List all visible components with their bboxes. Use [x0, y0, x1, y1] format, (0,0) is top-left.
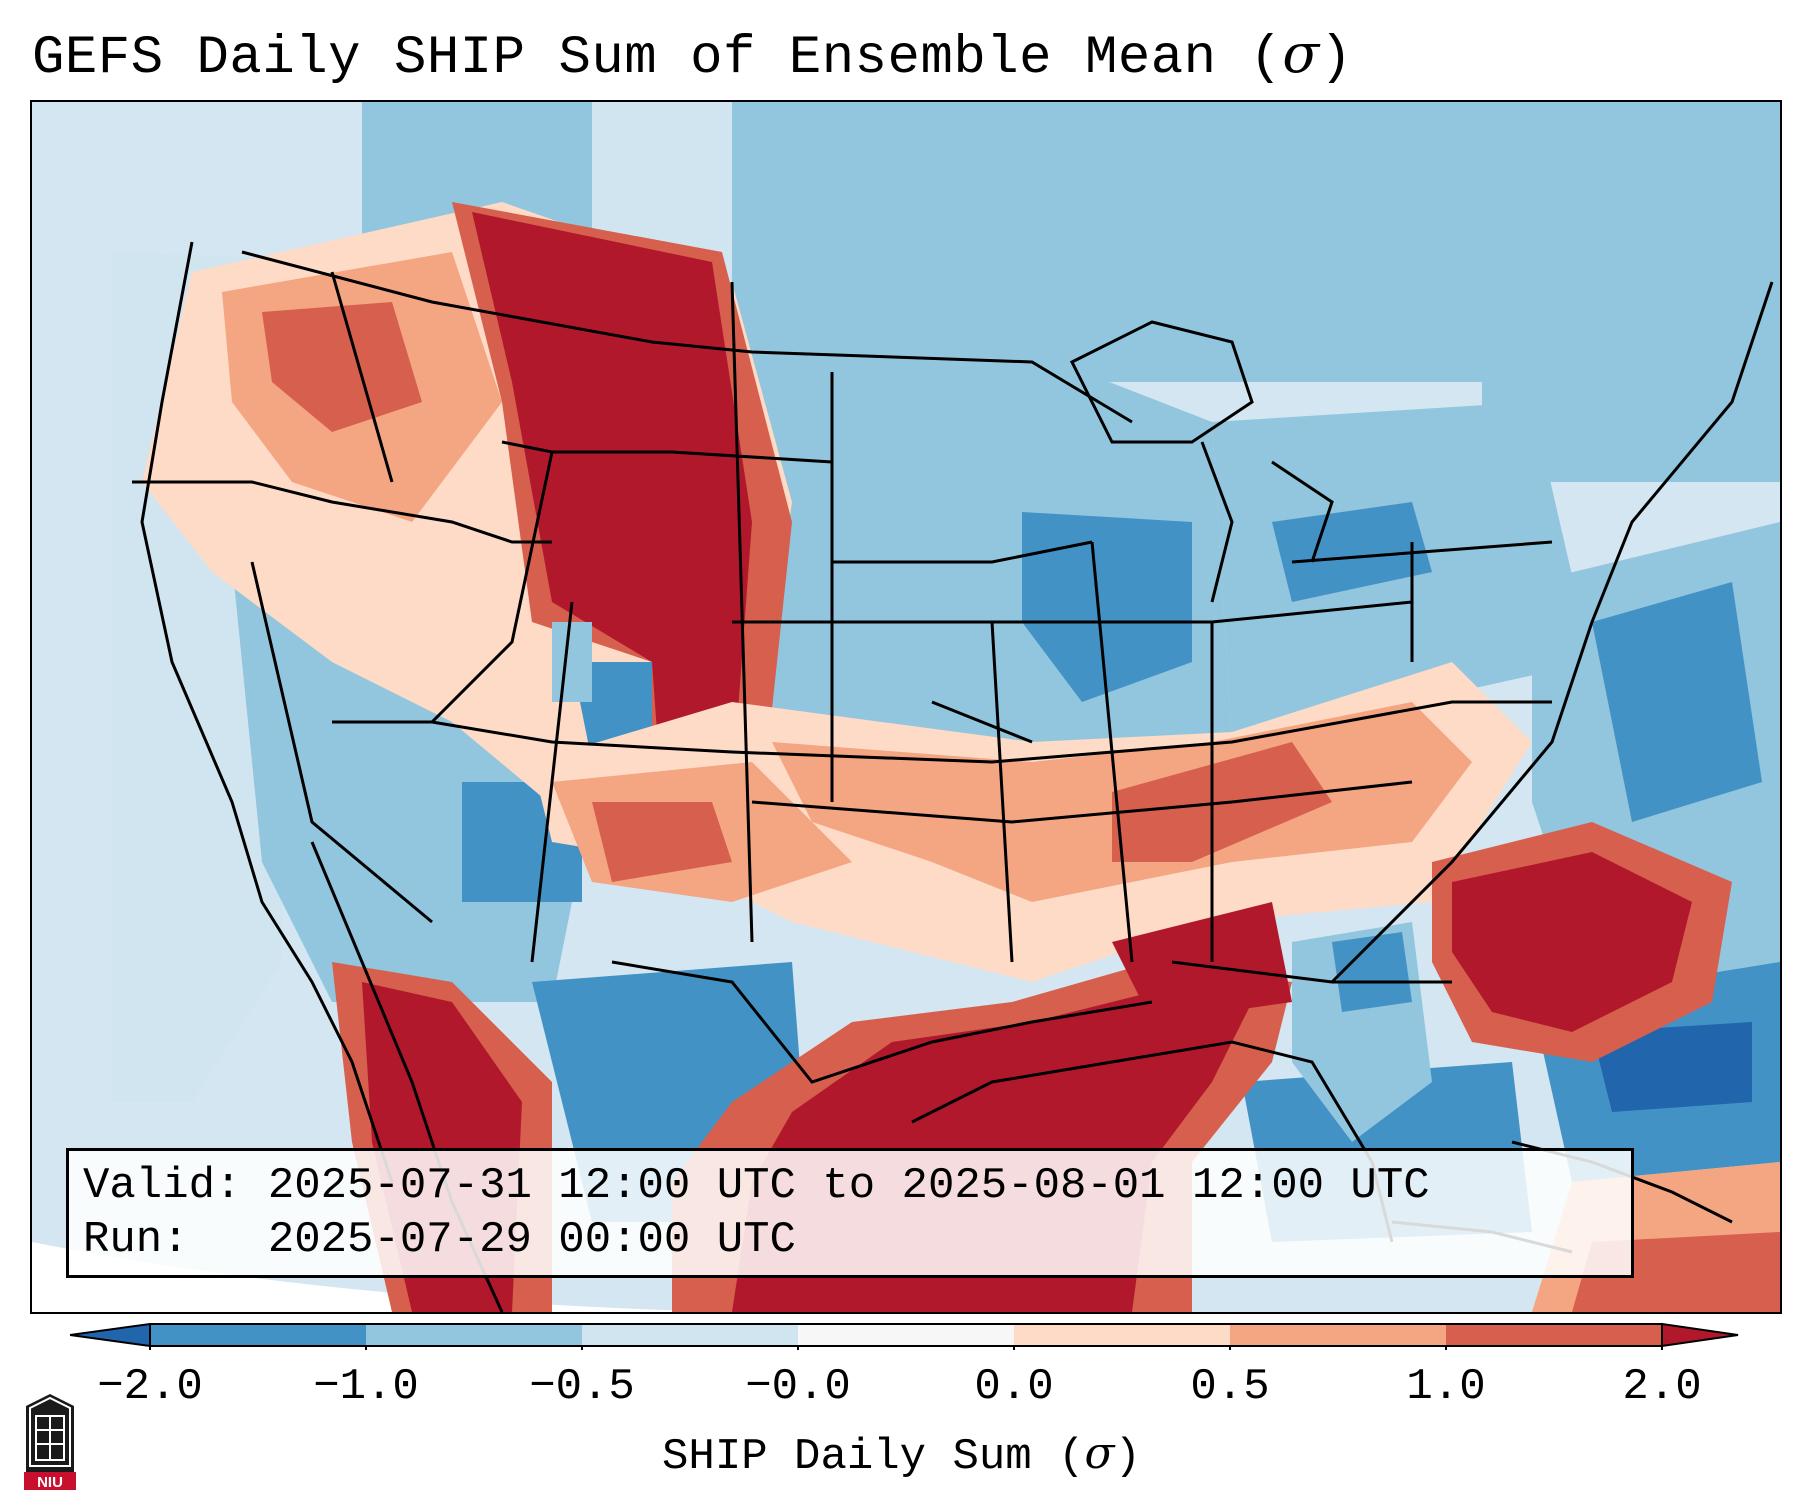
- valid-label: Valid:: [83, 1161, 242, 1211]
- rockies-high: [472, 212, 752, 802]
- colorbar-over-arrow: [1661, 1322, 1739, 1348]
- colorbar-segment: [1446, 1324, 1662, 1346]
- atlantic-high: [1452, 852, 1692, 1032]
- colorbar-under-arrow: [70, 1322, 151, 1348]
- svg-text:NIU: NIU: [37, 1474, 63, 1491]
- map-title: GEFS Daily SHIP Sum of Ensemble Mean (σ): [32, 22, 1353, 89]
- colorbar-tick-label: 0.0: [974, 1362, 1054, 1412]
- colorbar-tick-label: −0.0: [745, 1362, 851, 1412]
- projection-edge: [32, 1242, 732, 1312]
- colorbar-segment: [150, 1324, 366, 1346]
- colorbar-tick-label: −2.0: [97, 1362, 203, 1412]
- colorbar-segment: [366, 1324, 582, 1346]
- colorbar-segment: [1014, 1324, 1230, 1346]
- run-label: Run:: [83, 1215, 189, 1265]
- colorbar-tick-label: −1.0: [313, 1362, 419, 1412]
- colorbar-tick-label: 1.0: [1406, 1362, 1486, 1412]
- colorbar-tick-label: 2.0: [1622, 1362, 1702, 1412]
- colorbar-segment: [798, 1324, 1014, 1346]
- run-value: 2025-07-29 00:00 UTC: [267, 1215, 796, 1265]
- niu-logo-icon: NIU: [24, 1394, 76, 1491]
- colorbar-tick-label: −0.5: [529, 1362, 635, 1412]
- colorbar: [70, 1322, 1739, 1350]
- colorbar-segment: [582, 1324, 798, 1346]
- colorbar-title: SHIP Daily Sum (σ): [662, 1428, 1141, 1482]
- valid-value: 2025-07-31 12:00 UTC to 2025-08-01 12:00…: [267, 1161, 1430, 1211]
- ship-anomaly-map: [32, 102, 1780, 1312]
- political-boundaries: [132, 250, 1553, 1084]
- midwest-low: [1022, 512, 1192, 702]
- colorbar-tick-label: 0.5: [1190, 1362, 1270, 1412]
- validity-info-box: Valid: 2025-07-31 12:00 UTC to 2025-08-0…: [66, 1148, 1634, 1278]
- map-panel[interactable]: [30, 100, 1782, 1314]
- colorbar-segment: [1230, 1324, 1446, 1346]
